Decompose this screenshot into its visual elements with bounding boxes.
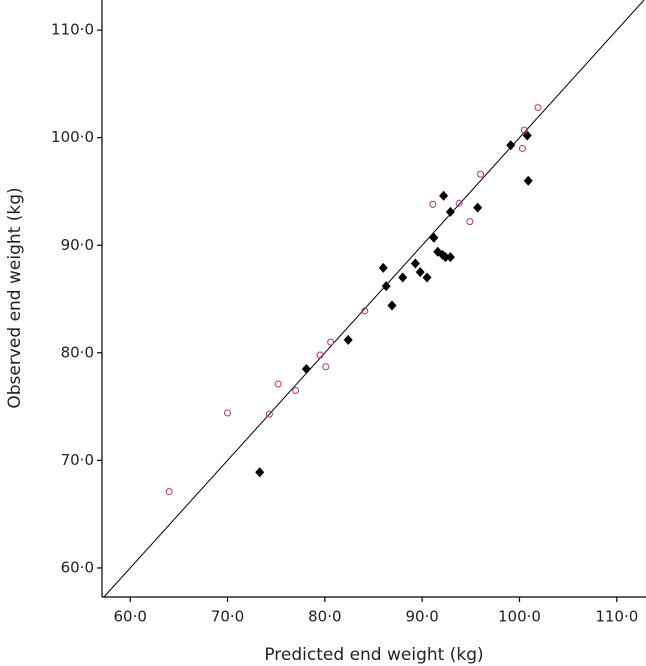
point <box>381 281 391 292</box>
x-tick-label: 110·0 <box>595 608 638 626</box>
point <box>327 338 335 346</box>
point <box>473 202 483 213</box>
x-tick-label: 100·0 <box>498 608 541 626</box>
point <box>265 410 273 418</box>
point <box>438 249 448 260</box>
y-tick-label: 70·0 <box>61 451 94 469</box>
point <box>255 467 265 478</box>
y-tick-label: 100·0 <box>51 128 94 146</box>
point <box>439 190 449 201</box>
point <box>292 386 300 394</box>
point <box>455 199 463 207</box>
point <box>387 300 397 311</box>
point <box>523 175 533 186</box>
point <box>343 334 353 345</box>
point <box>445 252 455 263</box>
point <box>518 144 526 152</box>
point <box>520 126 528 134</box>
point <box>410 258 420 269</box>
point <box>322 363 330 371</box>
point <box>415 267 425 278</box>
point <box>441 252 451 263</box>
point <box>361 307 369 315</box>
y-tick-label: 60·0 <box>61 558 94 576</box>
point <box>534 104 542 112</box>
x-tick-label: 90·0 <box>405 608 438 626</box>
x-tick-label: 80·0 <box>308 608 341 626</box>
point <box>429 232 439 243</box>
y-axis-label: Observed end weight (kg) <box>5 187 25 408</box>
x-tick-label: 70·0 <box>211 608 244 626</box>
point <box>506 140 516 151</box>
reference-line <box>103 0 645 598</box>
point <box>422 272 432 283</box>
point <box>378 262 388 273</box>
point <box>477 170 485 178</box>
point <box>301 363 311 374</box>
y-tick-label: 90·0 <box>61 236 94 254</box>
point <box>398 272 408 283</box>
point <box>429 200 437 208</box>
point <box>165 488 173 496</box>
point <box>466 218 474 226</box>
point <box>224 409 232 417</box>
y-tick-label: 110·0 <box>51 21 94 39</box>
point <box>316 351 324 359</box>
y-tick-label: 80·0 <box>61 343 94 361</box>
x-axis-label: Predicted end weight (kg) <box>264 645 483 665</box>
point <box>274 380 282 388</box>
point <box>445 206 455 217</box>
x-tick-label: 60·0 <box>114 608 147 626</box>
